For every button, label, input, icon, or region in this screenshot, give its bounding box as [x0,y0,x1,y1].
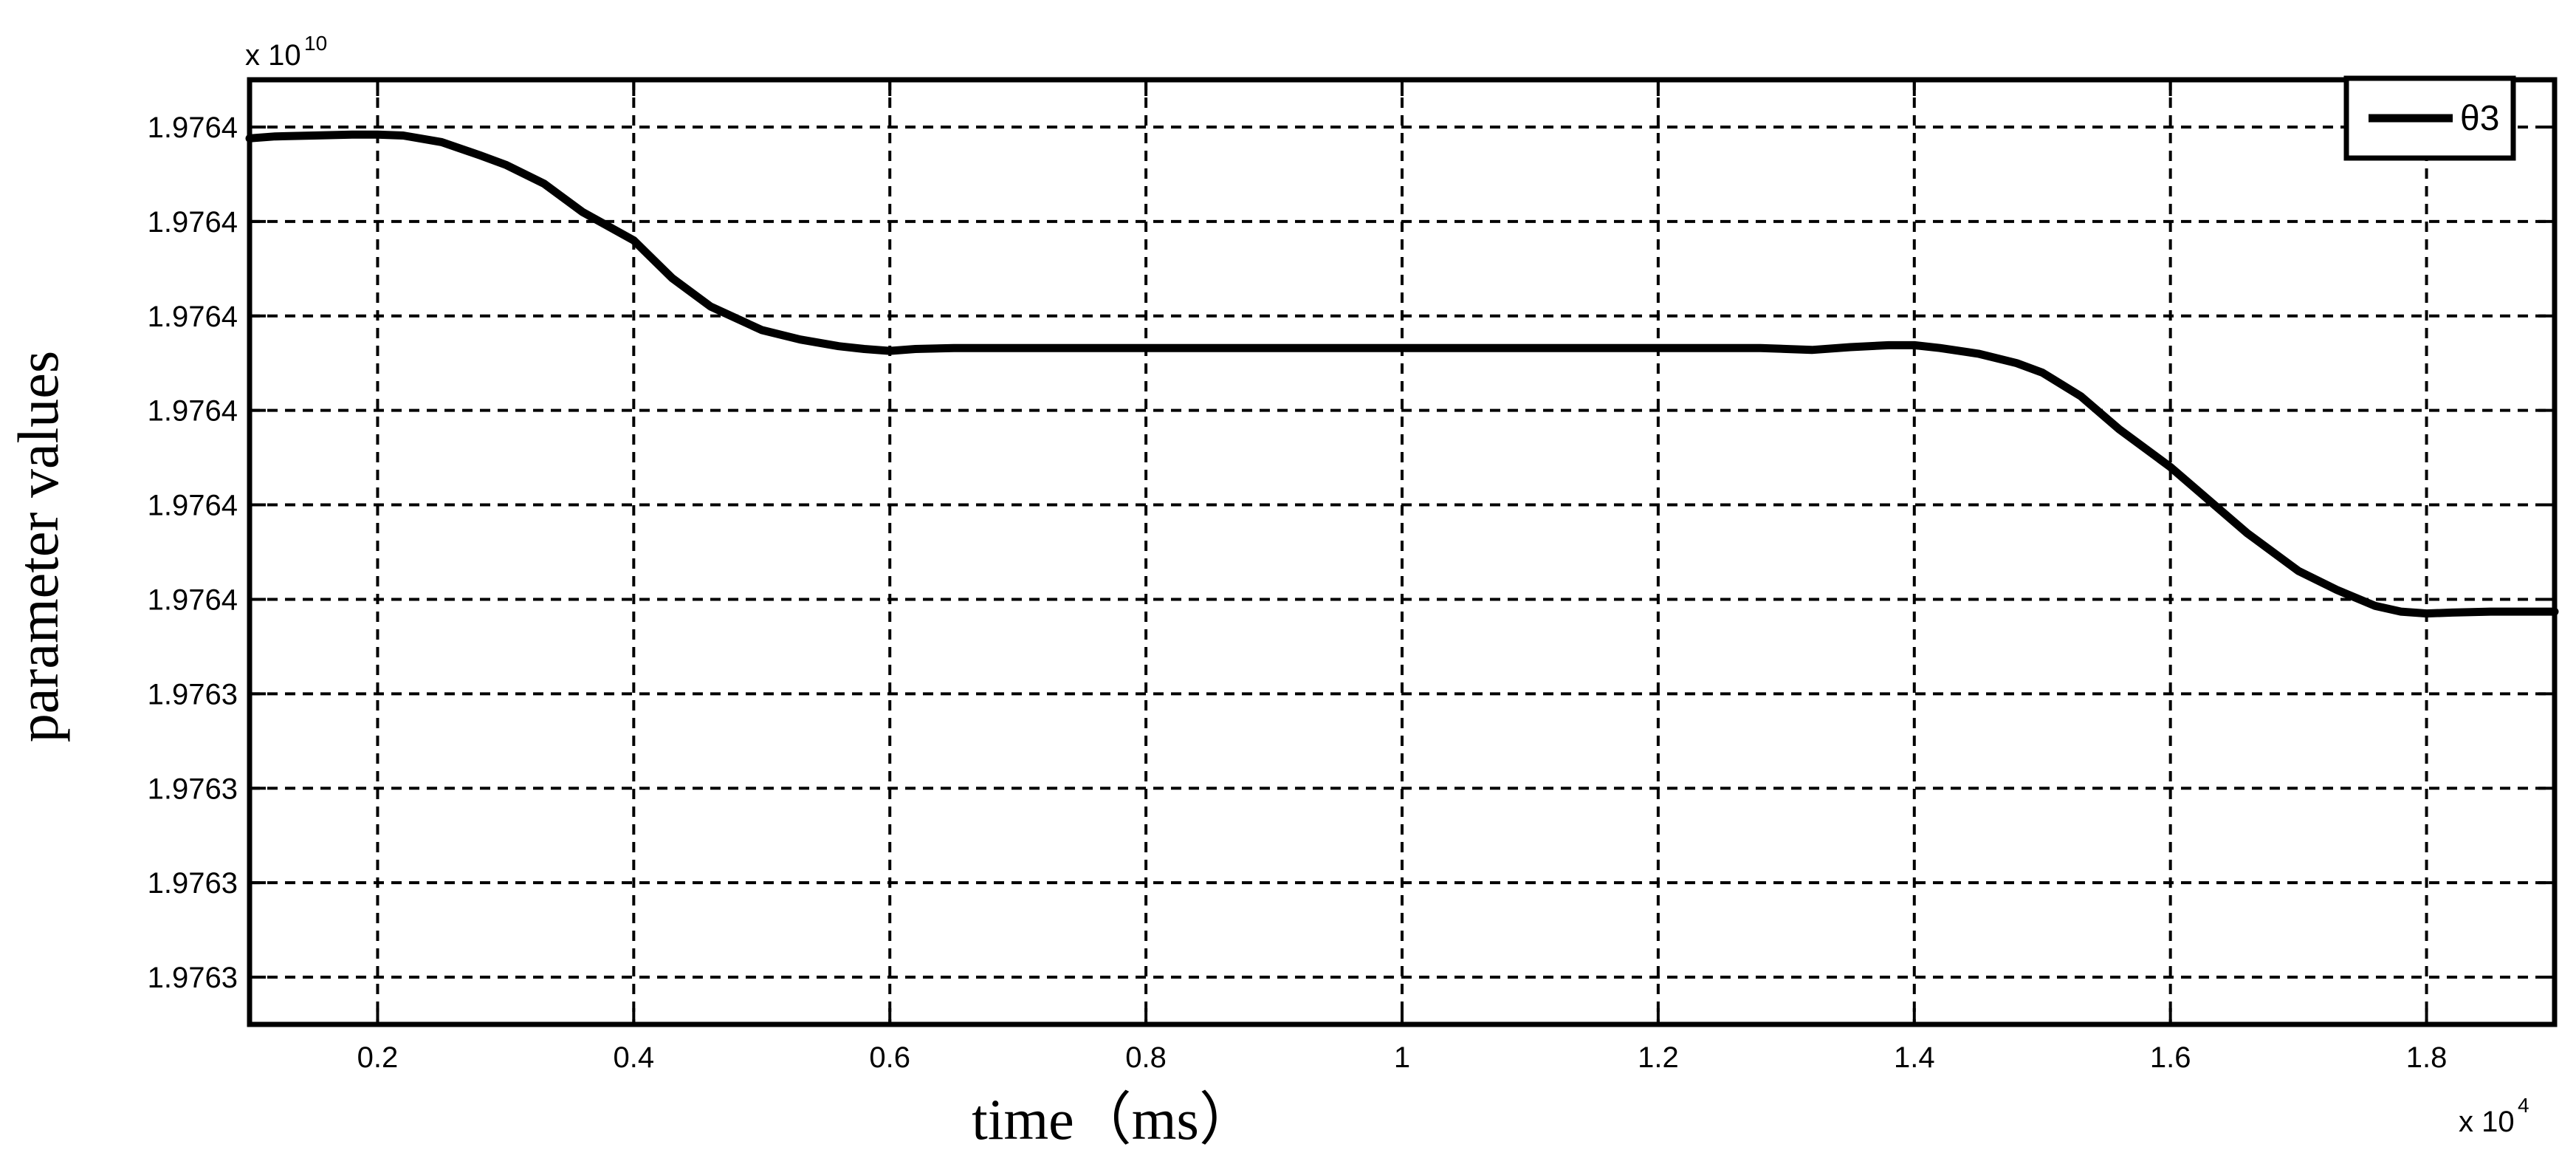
y-tick-label: 1.9764 [148,206,238,239]
x-exponent-base: x 10 [2459,1106,2515,1138]
legend: θ3 [2343,75,2516,161]
x-axis-label: time（ms） [972,1087,1257,1151]
y-tick-label: 1.9763 [148,678,238,711]
y-tick-label: 1.9764 [148,583,238,616]
x-tick-label: 1 [1394,1041,1410,1074]
y-tick-label: 1.9764 [148,301,238,333]
x-tick-label: 1.4 [1894,1041,1935,1074]
x-tick-label: 1.6 [2150,1041,2191,1074]
y-tick-label: 1.9763 [148,773,238,805]
y-tick-label: 1.9763 [148,867,238,900]
x-tick-label: 1.2 [1638,1041,1679,1074]
x-tick-label: 0.8 [1125,1041,1167,1074]
plot-frame [247,77,2558,1027]
series-layer [245,130,2559,618]
series-line-theta3 [245,130,2559,618]
y-exponent: x 10 10 [245,32,327,72]
tick-labels: 0.2 0.4 0.6 0.8 1 1.2 1.4 1.6 1.8 1.9763 1.9763 1.9… [148,112,2448,1074]
y-tick-label: 1.9764 [148,490,238,522]
y-tick-label: 1.9764 [148,395,238,428]
x-tick-label: 0.6 [869,1041,910,1074]
x-tick-label: 0.2 [357,1041,399,1074]
y-tick-label: 1.9763 [148,962,238,994]
y-axis-label: parameter values [6,351,70,743]
x-tick-label: 1.8 [2406,1041,2448,1074]
x-exponent-power: 4 [2518,1094,2529,1117]
x-tick-label: 0.4 [614,1041,655,1074]
y-exponent-base: x 10 [245,39,301,72]
tick-marks [250,80,2555,1024]
y-exponent-power: 10 [304,32,327,55]
grid [250,80,2555,1024]
x-exponent: x 10 4 [2459,1094,2529,1138]
legend-entry-label: θ3 [2460,99,2499,138]
y-tick-label: 1.9764 [148,112,238,144]
